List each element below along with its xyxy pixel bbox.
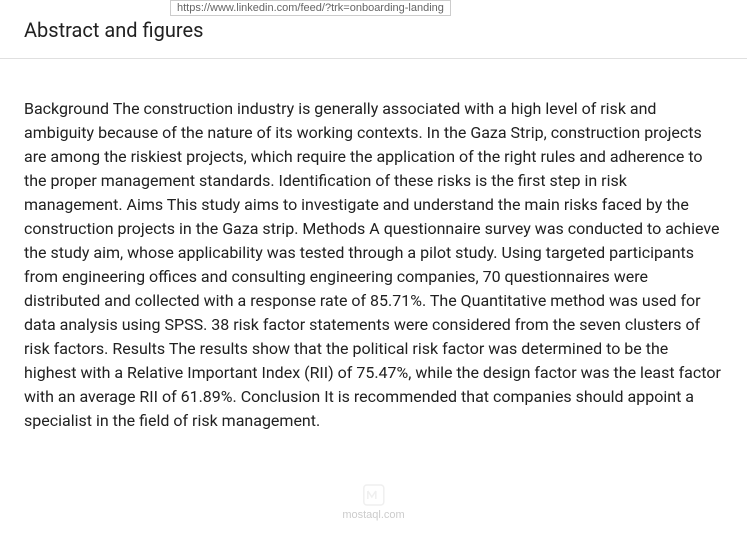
tooltip-text: https://www.linkedin.com/feed/?trk=onboa… [177, 2, 444, 14]
watermark-logo-icon [361, 483, 385, 507]
abstract-text: Background The construction industry is … [24, 97, 723, 433]
abstract-content: Background The construction industry is … [0, 59, 747, 457]
watermark: mostaql.com [342, 483, 404, 521]
url-tooltip: https://www.linkedin.com/feed/?trk=onboa… [170, 0, 451, 16]
watermark-text: mostaql.com [342, 509, 404, 521]
